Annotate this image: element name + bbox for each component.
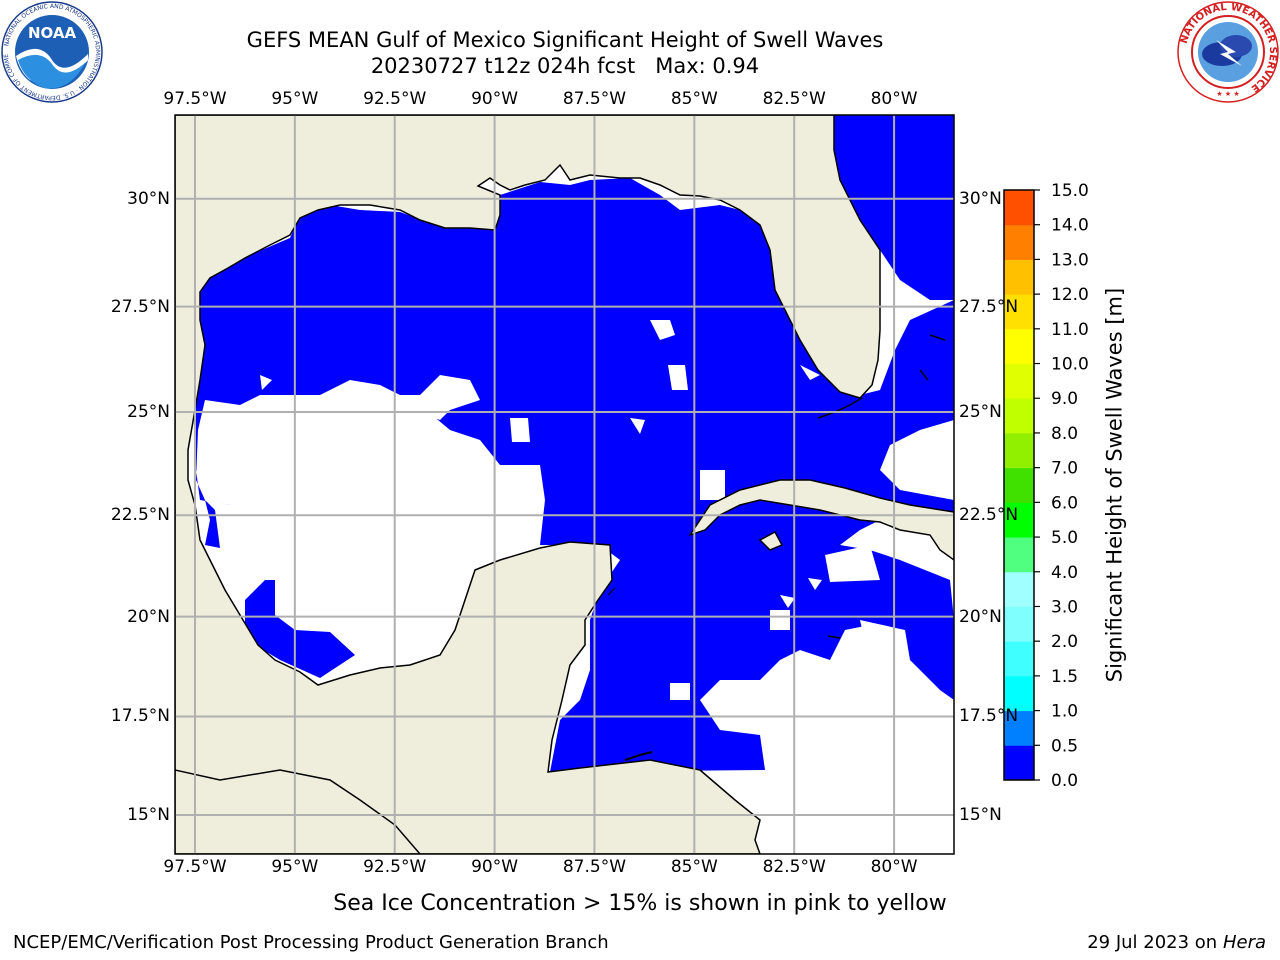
land-bahamas	[919, 334, 946, 381]
sea-ice-note: Sea Ice Concentration > 15% is shown in …	[0, 890, 1280, 918]
colorbar-segment	[1004, 710, 1034, 746]
colorbar-tick-label: 14.0	[1051, 216, 1089, 236]
land-isle-of-youth	[758, 530, 784, 551]
colorbar-segment	[1004, 363, 1034, 399]
footer-credit: NCEP/EMC/Verification Post Processing Pr…	[13, 932, 609, 953]
colorbar-tick-label: 6.0	[1051, 493, 1078, 513]
lon-tick-label-bottom: 90°W	[471, 857, 519, 877]
noaa-logo-text: NOAA	[28, 24, 77, 42]
colorbar-segment	[1004, 432, 1034, 469]
colorbar-tick-label: 8.0	[1051, 424, 1078, 444]
colorbar-segment	[1004, 502, 1034, 538]
footer-date-text: 29 Jul 2023 on	[1087, 932, 1223, 953]
colorbar-segment	[1004, 190, 1034, 226]
lat-tick-label-left: 15°N	[127, 804, 170, 825]
lat-tick-label-right: 25°N	[959, 401, 1002, 422]
colorbar-segment	[1004, 537, 1034, 573]
colorbar: 0.0 0.5 1.0 1.5 2.0 3.0 4.0 5.0 6.0 7.0 8.0 9.0 10.0…	[1003, 181, 1089, 791]
colorbar-segment	[1004, 675, 1034, 712]
colorbar-tick-label: 1.0	[1051, 702, 1078, 722]
land-florida-keys	[817, 397, 863, 419]
lat-tick-label-left: 17.5°N	[110, 706, 170, 727]
colorbar-tick-label: 3.0	[1051, 597, 1078, 617]
lat-tick-label-right: 17.5°N	[959, 706, 1019, 727]
noaa-logo: NOAA NATIONAL OCEANIC AND ATMOSPHERIC AD…	[0, 0, 103, 103]
lon-tick-label-top: 90°W	[471, 89, 519, 109]
colorbar-tick-label: 10.0	[1051, 355, 1089, 375]
colorbar-tick-label: 5.0	[1051, 528, 1078, 548]
lat-tick-label-right: 15°N	[959, 804, 1002, 825]
lon-tick-label-bottom: 95°W	[271, 857, 319, 877]
lat-tick-label-left: 22.5°N	[110, 505, 170, 526]
map-subtitle: 20230727 t12z 024h fcst Max: 0.94	[370, 54, 760, 78]
swell-field-low-south	[245, 580, 355, 678]
colorbar-segment	[1004, 571, 1034, 607]
footer-host: Hera	[1222, 932, 1266, 953]
lat-tick-label-right: 27.5°N	[959, 296, 1019, 317]
lon-tick-label-bottom: 82.5°W	[762, 857, 826, 877]
colorbar-tick-label: 15.0	[1051, 181, 1089, 201]
colorbar-frame	[1003, 189, 1035, 781]
lat-tick-label-right: 22.5°N	[959, 505, 1019, 526]
lat-tick-label-left: 30°N	[127, 188, 170, 209]
colorbar-segment	[1004, 259, 1034, 295]
map-title: GEFS MEAN Gulf of Mexico Significant Hei…	[246, 28, 884, 52]
map-frame	[174, 114, 955, 855]
land-jamaica	[827, 635, 841, 639]
lon-tick-label-top: 92.5°W	[363, 89, 427, 109]
lon-tick-label-top: 95°W	[271, 89, 319, 109]
swell-field-low	[196, 178, 954, 772]
colorbar-tick-label: 4.0	[1051, 563, 1078, 583]
colorbar-tick-label: 2.0	[1051, 632, 1078, 652]
colorbar-tick-label: 9.0	[1051, 389, 1078, 409]
sea-ice-note-text: Sea Ice Concentration > 15% is shown in …	[333, 891, 947, 916]
map-grid	[175, 115, 954, 854]
colorbar-segment	[1004, 224, 1034, 260]
lon-tick-label-top: 80°W	[870, 89, 918, 109]
colorbar-segment	[1004, 398, 1034, 434]
colorbar-segment	[1004, 328, 1034, 365]
lon-tick-label-top: 85°W	[670, 89, 718, 109]
colorbar-segment	[1004, 467, 1034, 503]
lat-tick-label-left: 27.5°N	[110, 296, 170, 317]
colorbar-tick-label: 11.0	[1051, 320, 1089, 340]
lon-tick-label-bottom: 97.5°W	[163, 857, 227, 877]
colorbar-segment	[1004, 606, 1034, 642]
colorbar-label: Significant Height of Swell Waves [m]	[1102, 287, 1127, 683]
lat-tick-label-right: 30°N	[959, 188, 1002, 209]
footer-date: 29 Jul 2023 on Hera	[1087, 931, 1266, 955]
colorbar-tick-label: 12.0	[1051, 285, 1089, 305]
lat-tick-label-left: 20°N	[127, 606, 170, 627]
colorbar-tick-label: 0.5	[1051, 736, 1078, 756]
colorbar-segment	[1004, 745, 1034, 781]
colorbar-tick-label: 7.0	[1051, 459, 1078, 479]
colorbar-tick-label: 1.5	[1051, 667, 1078, 687]
lon-tick-label-bottom: 87.5°W	[562, 857, 627, 877]
land-yucatan-coast	[607, 587, 616, 596]
calm-area-west	[205, 500, 230, 548]
lon-tick-label-top: 87.5°W	[562, 89, 627, 109]
land-honduras-islands	[624, 751, 653, 761]
lon-tick-label-top: 82.5°W	[762, 89, 826, 109]
land-cuba	[688, 479, 954, 561]
colorbar-tick-label: 13.0	[1051, 250, 1089, 270]
lon-tick-label-bottom: 80°W	[870, 857, 918, 877]
colorbar-segment	[1004, 294, 1034, 330]
lat-tick-label-left: 25°N	[127, 401, 170, 422]
lon-tick-label-bottom: 85°W	[670, 857, 718, 877]
lat-tick-label-right: 20°N	[959, 606, 1002, 627]
lon-tick-label-top: 97.5°W	[163, 89, 227, 109]
svg-text:★ ★ ★: ★ ★ ★	[1216, 90, 1239, 98]
lon-tick-label-bottom: 92.5°W	[363, 857, 427, 877]
colorbar-tick-label: 0.0	[1051, 771, 1078, 791]
colorbar-segment	[1004, 641, 1034, 677]
nws-logo: NATIONAL WEATHER SERVICE ★ ★ ★	[1177, 1, 1279, 103]
